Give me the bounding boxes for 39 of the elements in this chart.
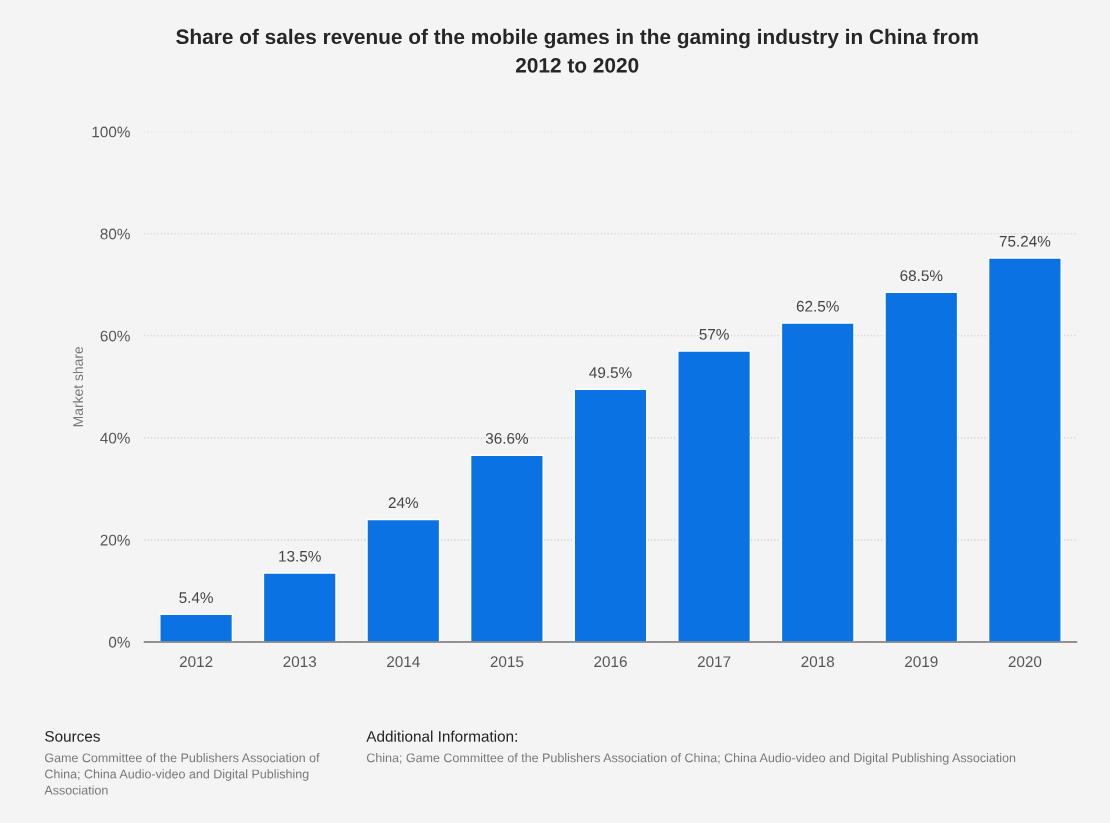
y-tick-label: 20%: [100, 534, 130, 546]
data-label: 68.5%: [900, 270, 943, 282]
bar: [469, 454, 544, 642]
text: China; Game Committee of the Publishers Association of China; China Audio-video and Digital Publishing Association: [366, 753, 1016, 765]
bar: [677, 350, 752, 642]
data-label: 75.24%: [999, 235, 1051, 247]
bar: [573, 388, 648, 642]
x-tick-label: 2014: [387, 656, 420, 668]
x-tick-label: 2019: [905, 656, 938, 668]
text: Game Committee of the Publishers Association of China; China Audio-video and Digital Publishing Association: [44, 753, 320, 795]
x-tick-label: 2013: [283, 656, 317, 668]
bar: [366, 518, 441, 642]
x-tick-label: 2018: [801, 656, 835, 668]
bar: [159, 613, 234, 642]
data-label: 36.6%: [485, 433, 529, 444]
bar: [262, 572, 337, 642]
y-tick-label: 100%: [92, 126, 130, 138]
bar: [780, 322, 855, 642]
x-tick-label: 2012: [179, 656, 213, 668]
data-label: 13.5%: [279, 550, 321, 562]
x-tick-label: 2017: [697, 656, 731, 668]
x-tick-label: 2016: [594, 656, 627, 668]
data-label: 5.4%: [179, 592, 213, 604]
data-label: 49.5%: [589, 367, 632, 379]
y-tick-label: 80%: [100, 228, 130, 240]
data-label: 24%: [388, 497, 419, 509]
data-label: 57%: [699, 328, 729, 340]
text: Additional Information:: [366, 730, 517, 742]
chart-title: Share of sales revenue of the mobile games in the gaming industry in China from 2012 to 2020: [176, 28, 978, 73]
y-tick-label: 60%: [100, 330, 130, 342]
y-tick-label: 40%: [100, 432, 130, 444]
x-tick-label: 2020: [1008, 656, 1042, 668]
x-tick-label: 2015: [490, 656, 524, 668]
y-tick-label: 0%: [108, 636, 130, 648]
bar: [884, 291, 959, 642]
text: Sources: [45, 730, 100, 742]
bar: [987, 257, 1062, 642]
y-axis-title: Market share: [72, 346, 84, 427]
data-label: 62.5%: [796, 300, 839, 312]
